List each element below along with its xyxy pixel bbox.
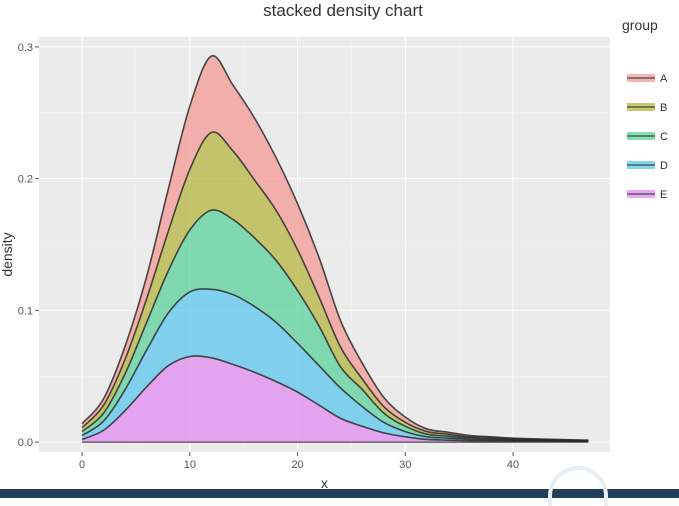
- footer-strip: [0, 489, 679, 498]
- legend-label-C: C: [660, 131, 668, 143]
- x-axis-title: x: [321, 475, 328, 491]
- y-tick-label: 0.2: [18, 174, 33, 186]
- area-C: [82, 209, 589, 442]
- legend-title: group: [622, 17, 658, 33]
- y-tick-label: 0.0: [18, 437, 33, 449]
- legend-label-E: E: [660, 189, 667, 201]
- x-tick-label: 20: [291, 459, 303, 471]
- area-D: [82, 288, 589, 442]
- legend-label-D: D: [660, 160, 668, 172]
- area-E: [82, 355, 589, 443]
- logo-arc: [548, 466, 608, 506]
- outline-B: [81, 131, 589, 442]
- x-tick-label: 40: [507, 459, 519, 471]
- x-axis-ticks: 0 10 20 30 40: [79, 452, 519, 471]
- outline-C: [81, 209, 589, 442]
- legend-label-B: B: [660, 102, 667, 114]
- outline-D: [81, 288, 589, 443]
- stacked-areas: [81, 55, 589, 443]
- outline-A: [81, 55, 589, 441]
- area-B: [82, 132, 589, 441]
- x-tick-label: 10: [184, 459, 196, 471]
- chart-title: stacked density chart: [263, 1, 423, 20]
- outline-E: [81, 355, 589, 443]
- y-tick-label: 0.1: [18, 305, 33, 317]
- legend: group A B C D E: [622, 17, 668, 201]
- y-axis-ticks: 0.0 0.1 0.2 0.3: [18, 42, 39, 449]
- x-tick-label: 0: [79, 459, 85, 471]
- y-tick-label: 0.3: [18, 42, 33, 54]
- y-axis-title: density: [0, 232, 15, 276]
- legend-label-A: A: [660, 73, 668, 85]
- x-tick-label: 30: [399, 459, 411, 471]
